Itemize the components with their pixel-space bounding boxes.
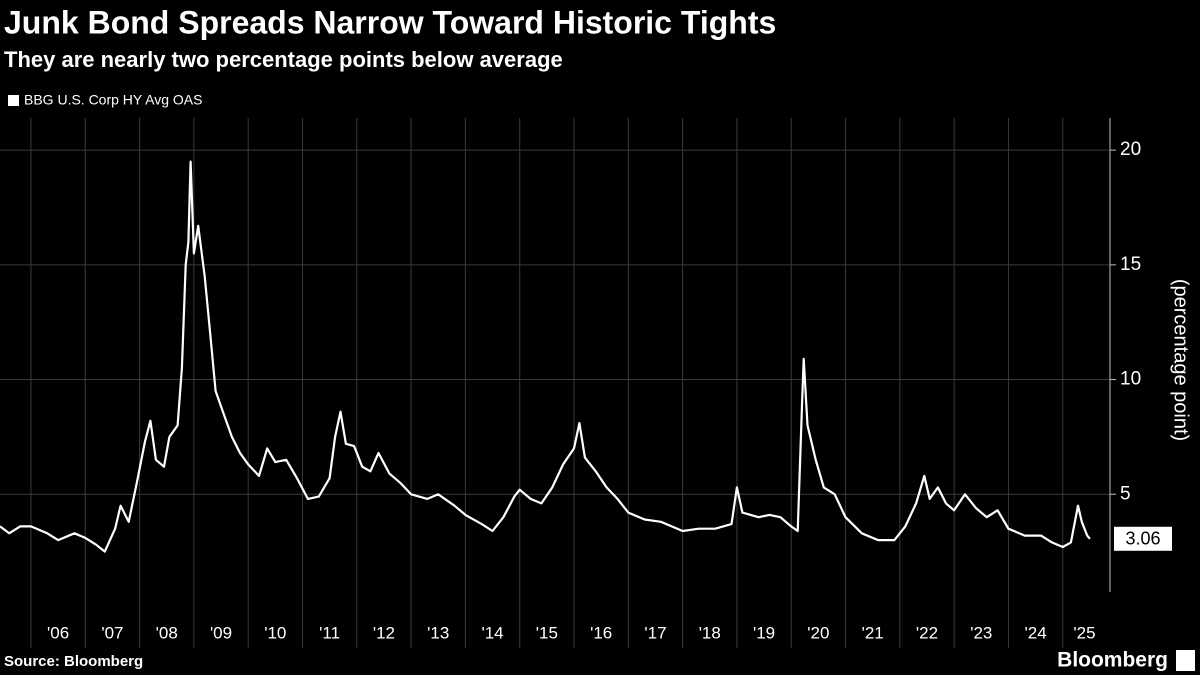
x-tick-label: '17 xyxy=(644,623,666,642)
last-value-box xyxy=(1114,526,1172,551)
y-tick-label: 20 xyxy=(1120,139,1141,160)
x-tick-label: '21 xyxy=(862,623,884,642)
x-tick-label: '06 xyxy=(47,623,69,642)
chart-title: Junk Bond Spreads Narrow Toward Historic… xyxy=(4,4,776,40)
x-tick-label: '25 xyxy=(1073,623,1095,642)
x-tick-label: '23 xyxy=(970,623,992,642)
y-tick-label: 10 xyxy=(1120,369,1141,390)
x-tick-label: '22 xyxy=(916,623,938,642)
source: Source: Bloomberg xyxy=(4,653,143,670)
x-tick-label: '12 xyxy=(373,623,395,642)
x-tick-label: '09 xyxy=(210,623,232,642)
series-line xyxy=(0,160,1091,553)
y-tick-label: 15 xyxy=(1120,254,1141,275)
x-tick-label: '14 xyxy=(481,623,503,642)
y-axis-label: (percentage point) xyxy=(1170,279,1192,441)
x-tick-label: '11 xyxy=(319,623,340,642)
x-tick-label: '19 xyxy=(753,623,775,642)
y-tick-label: 5 xyxy=(1120,483,1131,504)
x-tick-label: '24 xyxy=(1025,623,1047,642)
x-tick-label: '10 xyxy=(264,623,286,642)
x-tick-label: '15 xyxy=(536,623,558,642)
legend-swatch xyxy=(8,95,19,106)
x-tick-label: '18 xyxy=(699,623,721,642)
x-tick-label: '16 xyxy=(590,623,612,642)
brand: Bloomberg xyxy=(1057,649,1168,672)
brand-icon xyxy=(1176,650,1195,671)
chart-subtitle: They are nearly two percentage points be… xyxy=(4,47,563,72)
x-tick-label: '08 xyxy=(156,623,178,642)
last-value-label: 3.06 xyxy=(1125,529,1160,549)
x-tick-label: '20 xyxy=(807,623,829,642)
x-tick-label: '07 xyxy=(101,623,123,642)
legend-label: BBG U.S. Corp HY Avg OAS xyxy=(24,92,202,108)
x-tick-label: '13 xyxy=(427,623,449,642)
